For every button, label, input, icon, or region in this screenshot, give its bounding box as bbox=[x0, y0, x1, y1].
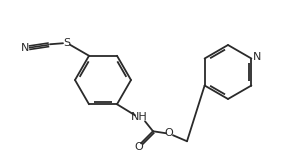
Text: N: N bbox=[253, 52, 262, 63]
Text: NH: NH bbox=[131, 112, 147, 122]
Text: O: O bbox=[165, 128, 173, 138]
Text: O: O bbox=[135, 142, 143, 152]
Text: N: N bbox=[21, 43, 29, 53]
Text: S: S bbox=[64, 38, 71, 48]
